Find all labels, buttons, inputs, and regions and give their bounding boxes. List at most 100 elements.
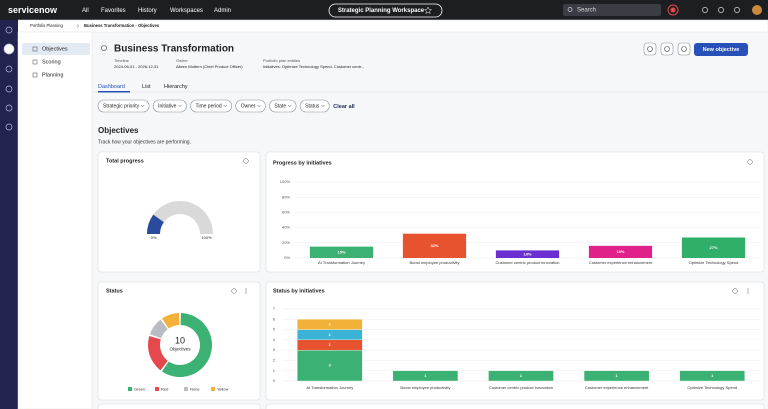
admin-icon[interactable] — [667, 4, 679, 16]
tab[interactable]: Hierarchy — [164, 84, 188, 90]
rail-icon[interactable] — [5, 104, 13, 112]
info-icon[interactable] — [747, 159, 753, 165]
side-nav-icon — [32, 46, 38, 52]
primary-button[interactable] — [694, 43, 748, 56]
rail-icon[interactable] — [5, 26, 13, 34]
bar-segment — [583, 370, 650, 382]
chart-title: Progress by initiatives — [273, 160, 332, 166]
bar — [309, 246, 374, 258]
donut-label: Objectives — [169, 347, 191, 352]
segment-value-label: 3 — [329, 363, 332, 368]
field-label: Portfolio plan entities — [263, 58, 300, 63]
rail-icon[interactable] — [5, 65, 13, 73]
info-icon[interactable] — [231, 288, 237, 294]
chart-title: Total progress — [106, 158, 144, 164]
field-label: Timeline — [114, 58, 130, 63]
filter-label[interactable]: Status — [305, 104, 320, 110]
section-title: Objectives — [98, 126, 139, 135]
chevron — [76, 24, 79, 28]
y-tick-label: 3 — [273, 347, 276, 352]
search-box[interactable] — [563, 4, 661, 16]
icon-button[interactable] — [677, 42, 691, 56]
icon-button[interactable] — [643, 42, 657, 56]
menu-item[interactable]: History — [138, 8, 157, 14]
filter-pill[interactable] — [97, 99, 150, 113]
bar — [402, 233, 467, 258]
legend-swatch — [184, 387, 188, 391]
icon-button[interactable] — [660, 42, 674, 56]
filter-pill[interactable] — [299, 99, 330, 113]
filter-label[interactable]: Owner — [241, 104, 256, 110]
filter-label[interactable]: Initiative — [158, 104, 177, 110]
filter-pill[interactable] — [152, 99, 187, 113]
side-nav-icon — [32, 59, 38, 65]
menu-item[interactable]: Admin — [214, 8, 231, 14]
filter-label[interactable]: Strategic priority — [103, 104, 140, 110]
filter-pill[interactable] — [190, 99, 232, 113]
search-text[interactable]: Search — [577, 8, 596, 14]
chevron — [287, 104, 292, 107]
bar-segment — [392, 370, 459, 382]
more-icon[interactable] — [245, 290, 247, 292]
workspace-pill[interactable] — [328, 3, 443, 18]
legend-swatch — [155, 387, 159, 391]
header-icon — [101, 45, 107, 51]
filter-label[interactable]: Time period — [195, 104, 221, 110]
avatar[interactable] — [752, 5, 762, 15]
segment-value-label: 1 — [329, 342, 332, 347]
tab[interactable]: Dashboard — [98, 84, 125, 90]
breadcrumb: Business Transformation - Objectives — [84, 23, 160, 28]
logo: servicenow — [8, 5, 58, 15]
y-tick-label: 2 — [273, 357, 276, 362]
info-icon[interactable] — [732, 288, 738, 294]
more-icon[interactable] — [747, 292, 749, 294]
admin-dot — [670, 7, 676, 13]
nav-icon[interactable] — [718, 7, 724, 13]
segment-value-label: 1 — [711, 373, 714, 378]
segment-value-label: 1 — [615, 373, 618, 378]
y-tick-label: 5 — [273, 327, 276, 332]
breadcrumb[interactable]: Portfolio Planning — [30, 23, 63, 28]
legend-label: Green — [134, 386, 145, 391]
clear-filters[interactable]: Clear all — [333, 104, 355, 110]
primary-button-label[interactable]: New objective — [703, 47, 740, 53]
star-icon — [424, 6, 432, 14]
bar-segment — [488, 370, 554, 382]
rail-icon[interactable] — [5, 123, 13, 131]
filter-label[interactable]: State — [274, 104, 286, 110]
side-nav-item[interactable]: Planning — [42, 72, 63, 78]
side-nav-item[interactable]: Scoring — [42, 59, 61, 65]
search-icon — [567, 7, 573, 12]
more-icon[interactable] — [747, 290, 749, 292]
gauge-tick-label: 0% — [151, 235, 157, 240]
info-icon[interactable] — [243, 158, 249, 164]
segment-value-label: 1 — [424, 373, 427, 378]
menu-item[interactable]: Workspaces — [170, 8, 203, 14]
nav-icon[interactable] — [734, 7, 740, 13]
x-tick-label: Customer centric product innovation — [495, 260, 559, 265]
more-icon[interactable] — [245, 288, 247, 290]
chevron — [178, 104, 182, 107]
x-tick-label: Boost employee productivity — [400, 385, 450, 390]
chevron — [140, 104, 145, 107]
y-tick-label: 20% — [282, 240, 290, 245]
gauge-track — [147, 200, 213, 234]
card — [265, 403, 765, 409]
menu-item[interactable]: Favorites — [101, 8, 126, 14]
more-icon[interactable] — [747, 288, 749, 290]
bar — [588, 245, 653, 258]
legend-swatch — [211, 387, 215, 391]
y-tick-label: 80% — [282, 194, 290, 199]
menu-item[interactable]: All — [82, 8, 89, 14]
filter-pill[interactable] — [235, 99, 266, 113]
x-tick-label: AI Transformation Journey — [306, 385, 353, 390]
bar-value-label: 15% — [337, 249, 345, 254]
rail-icon[interactable] — [5, 85, 13, 93]
x-tick-label: Customer experience enhancement — [585, 385, 649, 390]
tab[interactable]: List — [142, 84, 151, 90]
side-nav-item[interactable]: Objectives — [42, 46, 68, 52]
nav-icon[interactable] — [702, 7, 708, 13]
filter-pill[interactable] — [269, 99, 297, 113]
more-icon[interactable] — [245, 292, 247, 294]
rail-icon[interactable] — [3, 43, 15, 55]
